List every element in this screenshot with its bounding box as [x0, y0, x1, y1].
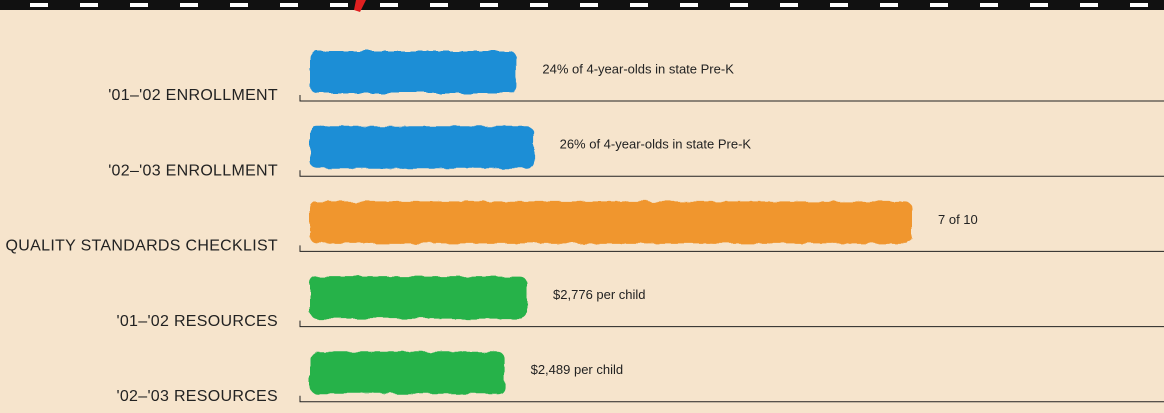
- baseline: [299, 170, 1164, 177]
- baseline: [299, 245, 1164, 252]
- bar: [310, 276, 528, 319]
- row-label: '01–'02 ENROLLMENT: [108, 87, 278, 104]
- value-label: 26% of 4-year-olds in state Pre-K: [560, 137, 752, 152]
- value-label: $2,489 per child: [531, 362, 624, 377]
- baseline: [299, 320, 1164, 328]
- bar: [310, 351, 505, 394]
- value-label: $2,776 per child: [553, 287, 646, 302]
- row-label: '02–'03 RESOURCES: [117, 388, 279, 405]
- row-label: '01–'02 RESOURCES: [117, 313, 279, 330]
- baseline: [299, 395, 1164, 403]
- bar: [310, 201, 912, 244]
- row-label: '02–'03 ENROLLMENT: [108, 162, 278, 179]
- red-mark: [354, 0, 366, 12]
- top-border: [0, 0, 1164, 10]
- value-label: 7 of 10: [938, 212, 978, 227]
- row-label: QUALITY STANDARDS CHECKLIST: [6, 238, 278, 255]
- bar: [310, 51, 517, 93]
- value-label: 24% of 4-year-olds in state Pre-K: [542, 61, 734, 76]
- baseline: [299, 95, 1164, 102]
- bar: [310, 126, 534, 169]
